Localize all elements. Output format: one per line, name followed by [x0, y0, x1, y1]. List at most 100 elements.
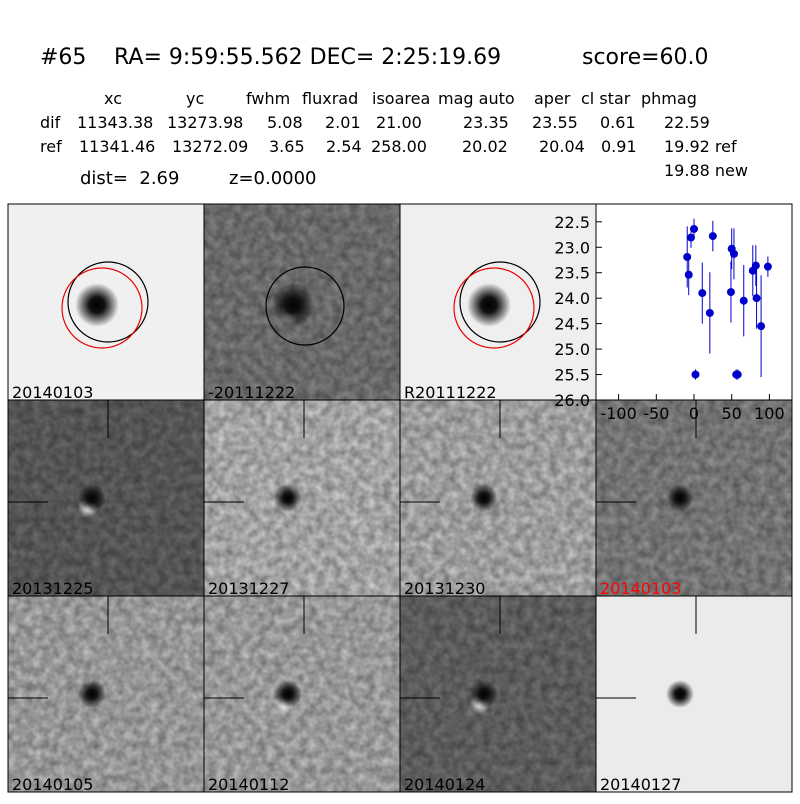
point	[690, 224, 698, 233]
y-tick-label: 25.5	[554, 366, 590, 385]
column-header: fluxrad	[302, 89, 358, 108]
panel-label: 20140103	[600, 579, 681, 598]
y-tick-label: 24.5	[554, 315, 590, 334]
image-panel: 20140103	[7, 203, 205, 402]
point	[691, 370, 700, 379]
panel-label: R20111222	[404, 383, 497, 402]
panel-label: 20140124	[404, 775, 485, 794]
image-panel: 20131227	[203, 399, 401, 598]
table-cell: 13272.09	[172, 137, 248, 156]
source	[274, 484, 302, 512]
table-cell: 258.00	[371, 137, 427, 156]
table-cell: 11343.38	[77, 113, 153, 132]
score: score=60.0	[582, 45, 709, 70]
x-tick-label: 100	[754, 404, 785, 423]
source	[666, 484, 694, 512]
table-cell: 13273.98	[167, 113, 243, 132]
point	[698, 289, 707, 298]
panel-grid: 20140103 -20111222 R20111222 20131225 201312…	[7, 203, 793, 794]
table-cell: 2.54	[326, 137, 362, 156]
table-cell: 23.55	[532, 113, 578, 132]
point	[752, 294, 761, 303]
panel-label: 20131225	[12, 579, 93, 598]
table-cell: 3.65	[269, 137, 305, 156]
point	[739, 296, 748, 305]
panel-border	[595, 595, 793, 793]
source	[666, 680, 694, 708]
light-curve: 22.5 23.0 23.5 24.0 24.5 25.0 25.5 26.0 -100 -50 0…	[554, 203, 793, 423]
table-cell: 23.35	[463, 113, 509, 132]
image-panel: 20131230	[399, 399, 597, 598]
point	[763, 262, 772, 271]
aperture-ref	[453, 267, 535, 349]
redshift: z=0.0000	[229, 168, 317, 189]
aperture	[459, 261, 541, 343]
aperture-ref	[61, 267, 143, 349]
source	[78, 680, 106, 708]
panel-label: -20111222	[208, 383, 295, 402]
column-header: cl star	[581, 89, 631, 108]
point	[729, 249, 738, 258]
aperture	[265, 266, 345, 346]
column-header: fwhm	[246, 89, 290, 108]
source	[274, 680, 302, 708]
table-cell: 21.00	[376, 113, 422, 132]
point	[686, 233, 695, 242]
coordinates: RA= 9:59:55.562 DEC= 2:25:19.69	[114, 45, 501, 70]
panel-label: 20140112	[208, 775, 289, 794]
column-header: yc	[186, 89, 204, 108]
column-header: aper	[534, 89, 571, 108]
table-cell: 5.08	[267, 113, 303, 132]
image-panel: 20140124	[399, 595, 597, 794]
panel-label: 20140103	[12, 383, 93, 402]
panel-label: 20131227	[208, 579, 289, 598]
image-panel: 20140112	[203, 595, 401, 794]
source	[467, 283, 511, 327]
phmag-new: 19.88 new	[664, 161, 748, 180]
x-tick-label: -100	[600, 404, 636, 423]
x-tick-label: 50	[722, 404, 742, 423]
source	[271, 283, 315, 327]
image-panel: 20131225	[7, 399, 205, 598]
table-cell: 19.92 ref	[664, 137, 737, 156]
column-header: isoarea	[372, 89, 430, 108]
y-tick-label: 24.0	[554, 289, 590, 308]
point	[708, 232, 717, 241]
column-header: xc	[104, 89, 122, 108]
aperture	[67, 261, 149, 343]
table-cell: 20.02	[462, 137, 508, 156]
table-cell: dif	[40, 113, 61, 132]
table-cell: 2.01	[325, 113, 361, 132]
point	[705, 308, 714, 317]
image-panel: -20111222	[203, 203, 401, 402]
panel-label: 20131230	[404, 579, 485, 598]
dist: dist= 2.69	[80, 168, 179, 189]
table-cell: 11341.46	[79, 137, 155, 156]
point	[684, 270, 693, 279]
source	[78, 484, 106, 512]
image-panel: R20111222	[399, 203, 597, 402]
y-tick-label: 25.0	[554, 340, 590, 359]
image-panel: 20140127	[595, 595, 793, 794]
image-panel: 20140105	[7, 595, 205, 794]
source	[470, 484, 498, 512]
y-tick-label: 22.5	[554, 213, 590, 232]
source	[75, 283, 119, 327]
column-header: phmag	[641, 89, 697, 108]
x-tick-label: -50	[643, 404, 669, 423]
y-tick-label: 26.0	[554, 391, 590, 410]
y-tick-label: 23.0	[554, 238, 590, 257]
table-cell: 0.91	[601, 137, 637, 156]
point	[726, 288, 735, 297]
table-cell: 22.59	[664, 113, 710, 132]
source	[470, 680, 498, 708]
panel-label: 20140127	[600, 775, 681, 794]
table-cell: ref	[40, 137, 62, 156]
column-header: mag auto	[438, 89, 515, 108]
table-cell: 20.04	[539, 137, 585, 156]
image-panel: 20140103	[595, 399, 793, 598]
object-id: #65	[40, 45, 86, 70]
point	[751, 261, 760, 270]
